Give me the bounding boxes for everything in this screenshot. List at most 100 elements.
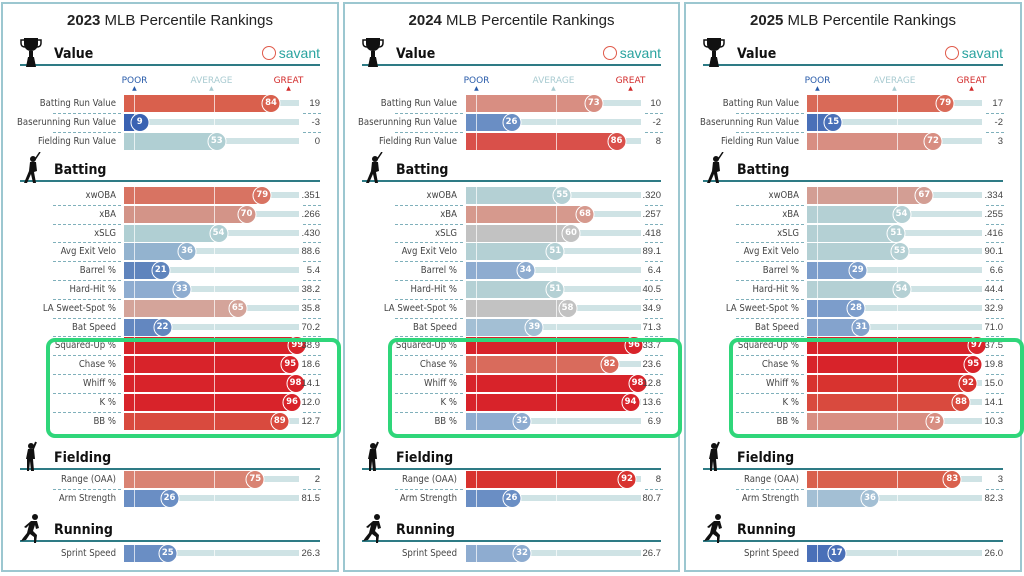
metric-value: 26.7 [642, 548, 662, 559]
trophy-icon [362, 36, 384, 68]
section-title: Batting [737, 162, 790, 178]
gridline-average [214, 356, 215, 374]
metric-label: Sprint Speed [743, 548, 799, 559]
percentile-bar [124, 489, 170, 507]
gridline-poor [476, 262, 477, 280]
metric-label: Bat Speed [72, 321, 116, 333]
percentile-bar [807, 262, 858, 280]
gridline-poor [476, 318, 477, 336]
metric-label: Avg Exit Velo [743, 246, 799, 258]
triangle-marker-icon: ▲ [628, 85, 633, 92]
row-divider [53, 298, 121, 300]
panel-title: 2023 MLB Percentile Rankings [3, 12, 337, 29]
row-divider [736, 131, 804, 133]
section-title: Running [737, 522, 796, 538]
legend-average: AVERAGE ▲ [532, 76, 575, 92]
row-divider [53, 261, 121, 263]
trophy-icon [703, 36, 725, 68]
metric-label: Sprint Speed [401, 548, 457, 559]
metric-value: 2 [314, 474, 320, 485]
metric-row: Avg Exit Velo 53 90.1 [686, 242, 1020, 262]
percentile-bar [466, 224, 571, 242]
percentile-marker: 54 [892, 204, 911, 224]
metric-value: 14.1 [301, 378, 321, 389]
row-divider [395, 488, 463, 490]
row-divider [53, 317, 121, 319]
gridline-average [214, 375, 215, 392]
metric-label: Fielding Run Value [720, 135, 799, 147]
metric-value: 88.6 [301, 246, 321, 258]
percentile-bar [466, 545, 522, 562]
metric-row: xBA 68 .257 [345, 204, 678, 224]
metric-row: Batting Run Value 73 10 [345, 94, 678, 113]
metric-label: Avg Exit Velo [60, 246, 116, 258]
trophy-icon [20, 36, 42, 68]
row-divider [303, 392, 321, 394]
runner-icon [20, 512, 42, 544]
gridline-poor [817, 545, 818, 562]
metric-label: Avg Exit Velo [401, 246, 457, 258]
percentile-track [124, 494, 299, 501]
metric-row: Hard-Hit % 51 40.5 [345, 280, 678, 299]
triangle-marker-icon: ▲ [286, 85, 291, 92]
title-text: MLB Percentile Rankings [783, 12, 956, 29]
title-text: MLB Percentile Rankings [100, 12, 273, 29]
gridline-average [214, 393, 215, 411]
section-running: Running [703, 512, 1003, 544]
metric-value: 38.2 [301, 284, 321, 295]
metric-label: Squared-Up % [54, 340, 116, 352]
percentile-bar [124, 299, 238, 317]
section-title: Batting [396, 162, 449, 178]
percentile-marker: 88 [951, 392, 971, 412]
row-divider [395, 242, 463, 244]
gridline-poor [476, 132, 477, 150]
percentile-track [466, 323, 641, 330]
triangle-marker-icon: ▲ [815, 85, 820, 92]
triangle-marker-icon: ▲ [969, 85, 974, 92]
row-divider [53, 355, 121, 357]
metric-value: 0 [314, 135, 320, 147]
legend-poor: POOR ▲ [463, 76, 490, 92]
metric-label: xwOBA [768, 190, 799, 201]
percentile-bar [466, 471, 627, 488]
metric-value: 71.3 [642, 321, 662, 333]
baseball-icon [944, 46, 959, 60]
metric-label: xBA [440, 208, 457, 220]
row-divider [736, 204, 804, 206]
metric-label: Batting Run Value [380, 98, 457, 109]
gridline-poor [134, 299, 135, 317]
metric-row: Fielding Run Value 86 8 [345, 131, 678, 151]
row-divider [736, 488, 804, 490]
metric-label: Chase % [419, 359, 457, 371]
percentile-marker: 26 [160, 488, 179, 508]
percentile-bar [807, 393, 961, 411]
legend-average: AVERAGE ▲ [190, 76, 233, 92]
percentile-marker: 51 [545, 242, 565, 262]
gridline-average [214, 318, 215, 336]
metric-row: Batting Run Value 84 19 [3, 94, 337, 113]
percentile-track [466, 550, 641, 556]
gridline-poor [817, 489, 818, 507]
gridline-average [897, 337, 898, 355]
section-value: Value savant [20, 36, 320, 68]
percentile-marker: 58 [558, 298, 577, 318]
metric-row: Bat Speed 31 71.0 [686, 317, 1020, 337]
percentile-marker: 26 [502, 488, 521, 508]
percentile-marker: 94 [621, 392, 640, 412]
percentile-marker: 84 [261, 94, 281, 113]
percentile-marker: 98 [628, 374, 647, 393]
metric-row: Batting Run Value 79 17 [686, 94, 1020, 113]
gridline-poor [476, 113, 477, 131]
metric-label: Bat Speed [413, 321, 457, 333]
runner-icon [703, 512, 725, 544]
row-divider [986, 204, 1004, 206]
percentile-bar [124, 281, 182, 298]
row-divider [736, 392, 804, 394]
metric-label: xwOBA [85, 190, 116, 201]
metric-label: xSLG [777, 227, 799, 239]
plate-discipline-highlight [729, 338, 1024, 438]
row-divider [53, 112, 121, 114]
metric-label: Range (OAA) [61, 474, 116, 485]
gridline-poor [817, 412, 818, 430]
metric-row: xwOBA 55 .320 [345, 186, 678, 205]
